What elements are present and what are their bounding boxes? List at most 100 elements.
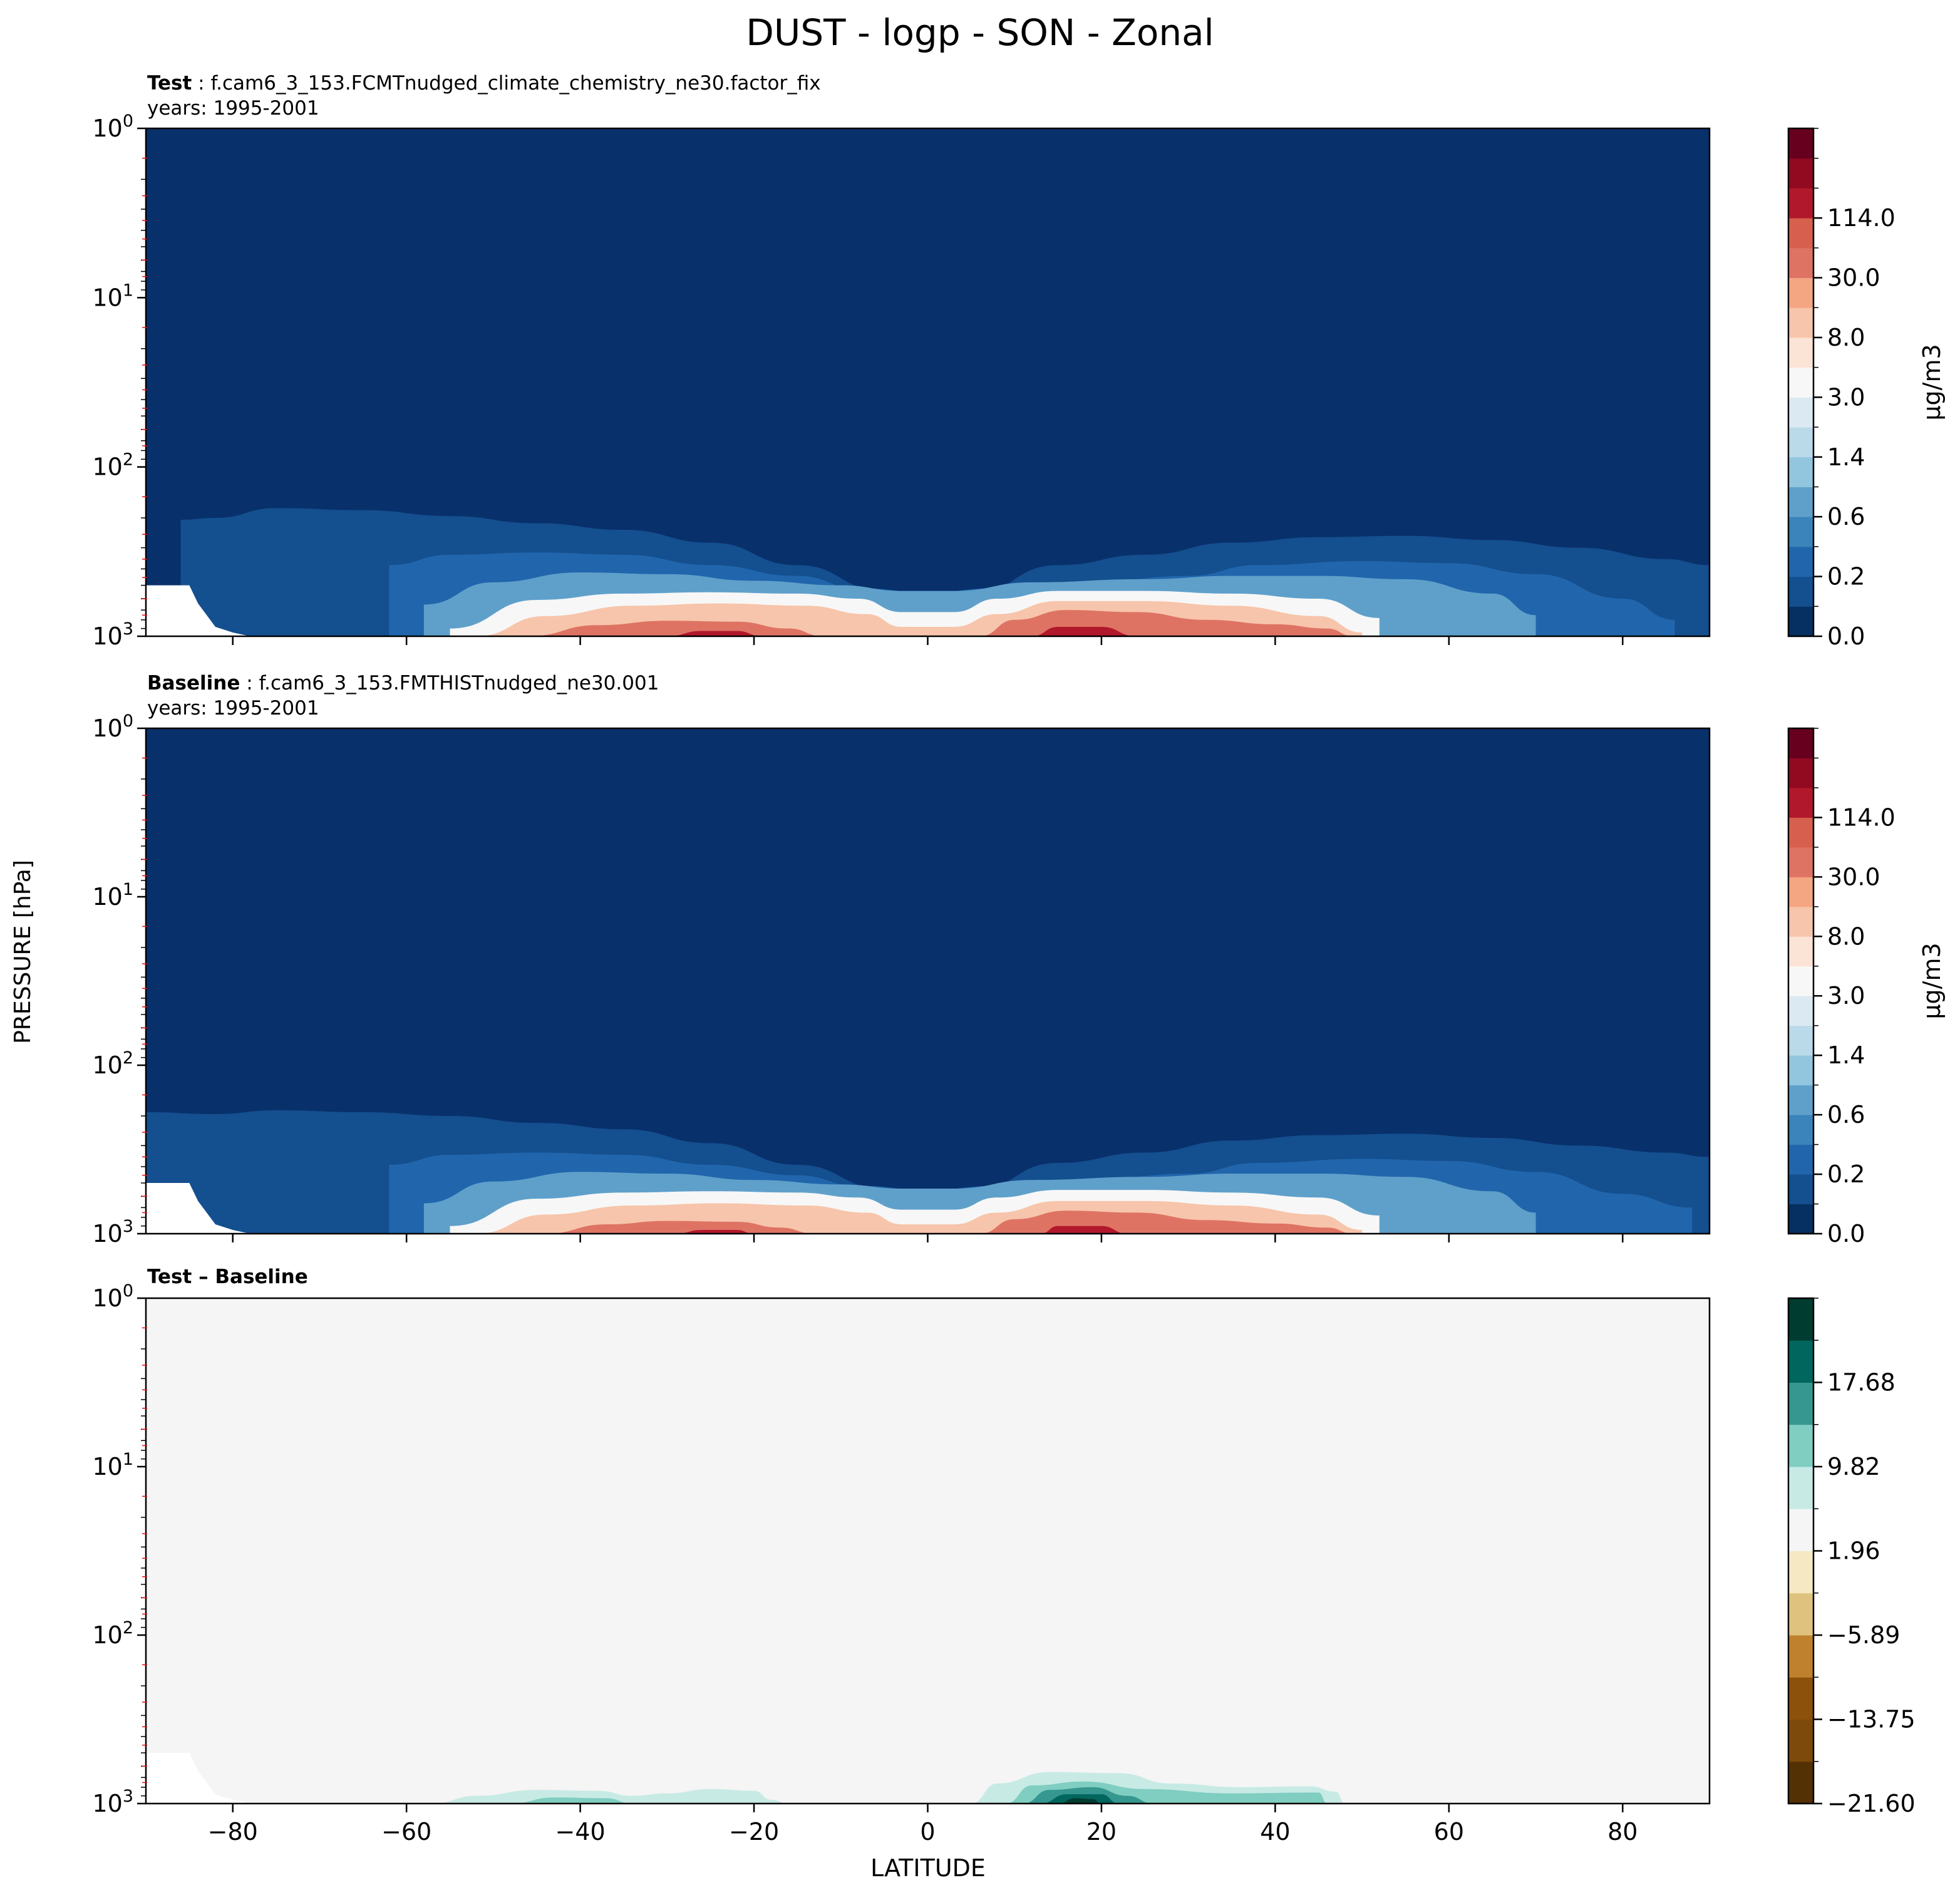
colorbar-segment: [1788, 996, 1813, 1026]
colorbar-segment: [1788, 1677, 1813, 1720]
colorbar-segment: [1788, 847, 1813, 877]
figure-title: DUST - logp - SON - Zonal: [746, 11, 1214, 54]
y-tick-label: 100: [92, 1281, 133, 1312]
difference-panel: Test – Baseline 100 101 102 103 −80 −60 −40 −20 0…: [92, 1266, 1915, 1846]
colorbar-segment: [1788, 1467, 1813, 1509]
colorbar-frame: [1787, 127, 1815, 638]
colorbar-tick-label: −5.89: [1827, 1621, 1900, 1649]
colorbar-tick-label: 114.0: [1827, 204, 1896, 232]
panel-title: Test – Baseline: [147, 1266, 308, 1288]
colorbar-segment: [1788, 1551, 1813, 1594]
colorbar-tick-label: 17.68: [1827, 1369, 1896, 1397]
colorbar-tick-label: 8.0: [1827, 324, 1865, 351]
colorbar-tick-label: 1.4: [1827, 1041, 1865, 1069]
x-tick-label: −20: [729, 1818, 779, 1846]
colorbar-tick-label: −21.60: [1827, 1790, 1916, 1817]
colorbar-segment: [1788, 1144, 1813, 1175]
colorbar-segment: [1788, 877, 1813, 907]
colorbar-segment: [1788, 576, 1813, 607]
colorbar-segment: [1788, 1055, 1813, 1086]
colorbar-segment: [1788, 457, 1813, 487]
colorbar-segment: [1788, 1025, 1813, 1056]
years-label: years: 1995-2001: [147, 97, 319, 120]
colorbar-segment: [1788, 1761, 1813, 1804]
colorbar-tick-label: 0.0: [1827, 622, 1865, 650]
colorbar-segment: [1788, 1115, 1813, 1145]
colorbar-tick-label: 0.6: [1827, 1101, 1865, 1128]
colorbar-segment: [1788, 1635, 1813, 1678]
colorbar-segment: [1788, 606, 1813, 637]
contour-fill-level-8: [510, 1797, 632, 1804]
colorbar-frame: [1787, 727, 1815, 1235]
y-tick-label: 100: [92, 111, 133, 142]
panel-title: Baseline : f.cam6_3_153.FMTHISTnudged_ne…: [147, 672, 659, 694]
colorbar-segment: [1788, 247, 1813, 279]
colorbar-segment: [1788, 337, 1813, 368]
colorbar-segment: [1788, 1424, 1813, 1467]
y-tick-label: 103: [92, 1217, 133, 1247]
colorbar-segment: [1788, 128, 1813, 159]
missing-data-region: [146, 1183, 250, 1234]
colorbar-tick-label: 3.0: [1827, 982, 1865, 1009]
colorbar-tick-label: 3.0: [1827, 383, 1865, 411]
x-tick-label: −80: [208, 1818, 258, 1846]
y-tick-label: 102: [92, 450, 133, 481]
colorbar-segment: [1788, 218, 1813, 249]
contour-fill-level-12: [528, 621, 824, 636]
case-name: : f.cam6_3_153.FMTHISTnudged_ne30.001: [240, 672, 659, 694]
y-tick-label: 101: [92, 880, 133, 911]
colorbar-segment: [1788, 367, 1813, 398]
colorbar-segment: [1788, 397, 1813, 428]
colorbar-segment: [1788, 728, 1813, 758]
colorbar-segment: [1788, 1174, 1813, 1205]
colorbar-segment: [1788, 758, 1813, 788]
colorbar-segment: [1788, 1593, 1813, 1636]
y-tick-label: 100: [92, 711, 133, 742]
colorbar-segment: [1788, 1509, 1813, 1551]
contour-fill-level-14: [676, 1230, 755, 1234]
colorbar-segment: [1788, 966, 1813, 996]
colorbar-segment: [1788, 906, 1813, 937]
colorbar-segment: [1788, 277, 1813, 308]
plot-area: [146, 1298, 1710, 1804]
y-tick-label: 102: [92, 1618, 133, 1649]
colorbar-segment: [1788, 546, 1813, 577]
colorbar-segment: [1788, 158, 1813, 188]
panel-label: Test: [147, 72, 192, 95]
colorbar-tick-label: 1.96: [1827, 1537, 1880, 1565]
contour-fill-level-14: [667, 631, 763, 636]
colorbar-label: μg/m3: [1918, 942, 1946, 1019]
colorbar-segment: [1788, 1085, 1813, 1115]
plot-background: [146, 1298, 1710, 1804]
y-tick-label: 103: [92, 619, 133, 650]
colorbar-segment: [1788, 1719, 1813, 1762]
contour-fill-level-14: [1031, 626, 1137, 636]
colorbar-tick-label: 30.0: [1827, 264, 1880, 292]
plot-area: [146, 128, 1710, 636]
colorbar-tick-label: 8.0: [1827, 922, 1865, 950]
colorbar-segment: [1788, 936, 1813, 967]
x-tick-label: 80: [1607, 1818, 1638, 1846]
test-panel: Test : f.cam6_3_153.FCMTnudged_climate_c…: [92, 72, 1946, 650]
colorbar-tick-label: 1.4: [1827, 443, 1865, 471]
x-tick-label: 40: [1260, 1818, 1290, 1846]
y-axis-label: PRESSURE [hPa]: [10, 860, 36, 1044]
colorbar-label: μg/m3: [1918, 344, 1946, 420]
y-tick-label: 102: [92, 1048, 133, 1079]
colorbar-segment: [1788, 427, 1813, 458]
colorbar-segment: [1788, 1340, 1813, 1383]
colorbar-segment: [1788, 787, 1813, 818]
x-tick-label: 20: [1086, 1818, 1117, 1846]
colorbar-segment: [1788, 307, 1813, 338]
colorbar-segment: [1788, 817, 1813, 848]
colorbar-segment: [1788, 517, 1813, 547]
panel-label: Test – Baseline: [147, 1266, 308, 1288]
contour-fill-level-14: [1040, 1226, 1128, 1234]
colorbar-segment: [1788, 1298, 1813, 1341]
colorbar-tick-label: 0.0: [1827, 1220, 1865, 1247]
contour-fill-level-11: [1058, 1798, 1101, 1804]
colorbar-tick-label: 0.2: [1827, 563, 1865, 591]
colorbar-tick-label: 9.82: [1827, 1453, 1880, 1480]
colorbar-tick-label: 114.0: [1827, 803, 1896, 831]
